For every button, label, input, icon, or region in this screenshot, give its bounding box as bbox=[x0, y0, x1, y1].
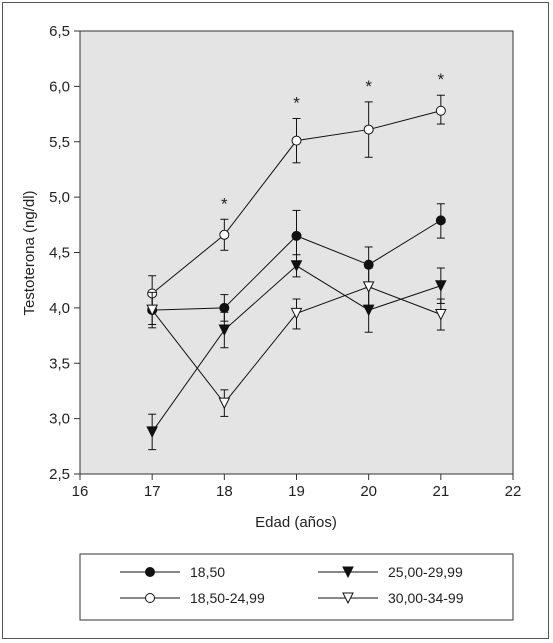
y-tick-label: 5,5 bbox=[49, 134, 70, 151]
x-tick-label: 18 bbox=[216, 483, 233, 500]
data-point bbox=[435, 309, 447, 321]
significance-star: * bbox=[293, 93, 300, 112]
y-tick-label: 4,5 bbox=[49, 245, 70, 262]
data-point bbox=[291, 135, 302, 146]
legend bbox=[79, 553, 514, 621]
legend-label: 18,50 bbox=[190, 564, 225, 580]
legend-item-2: 25,00-29,99 bbox=[318, 564, 463, 580]
x-axis-label: Edad (años) bbox=[255, 514, 337, 531]
data-point bbox=[291, 230, 302, 241]
x-tick-label: 19 bbox=[288, 483, 305, 500]
data-point bbox=[218, 324, 231, 337]
y-tick-label: 6,0 bbox=[49, 78, 70, 95]
data-point bbox=[362, 281, 375, 293]
series-4 bbox=[146, 267, 447, 417]
series-layer bbox=[146, 94, 447, 451]
legend-marker bbox=[342, 592, 354, 605]
legend-item-1: 18,50 bbox=[120, 564, 225, 580]
data-point bbox=[218, 397, 231, 410]
legend-entries: 18,50 25,00-29,99 18,50-24,99 30,00-34-99 bbox=[120, 564, 464, 606]
significance-star: * bbox=[365, 77, 372, 96]
legend-marker bbox=[145, 567, 155, 577]
x-tick-label: 16 bbox=[72, 483, 89, 500]
data-point bbox=[290, 260, 303, 272]
data-point bbox=[435, 215, 446, 226]
y-axis-label: Testoterona (ng/dl) bbox=[21, 190, 38, 315]
y-tick-label: 3,5 bbox=[49, 355, 70, 372]
legend-item-4: 30,00-34-99 bbox=[318, 590, 464, 606]
significance-star: * bbox=[221, 194, 228, 213]
data-point bbox=[435, 280, 447, 292]
x-tick-label: 20 bbox=[360, 483, 377, 500]
significance-star: * bbox=[438, 70, 445, 89]
data-point bbox=[146, 304, 158, 317]
data-point bbox=[290, 307, 303, 320]
x-tick-label: 17 bbox=[144, 483, 161, 500]
y-tick-label: 4,0 bbox=[49, 300, 70, 317]
data-point bbox=[146, 426, 158, 439]
legend-marker bbox=[342, 566, 354, 579]
legend-label: 18,50-24,99 bbox=[190, 590, 265, 606]
x-tick-label: 22 bbox=[505, 483, 522, 500]
legend-label: 25,00-29,99 bbox=[388, 564, 463, 580]
y-tick-label: 5,0 bbox=[49, 189, 70, 206]
data-point bbox=[219, 302, 230, 313]
y-tick-label: 2,5 bbox=[49, 466, 70, 483]
y-tick-label: 6,5 bbox=[49, 23, 70, 40]
figure-frame bbox=[2, 2, 549, 639]
data-point bbox=[435, 105, 446, 116]
data-point bbox=[363, 124, 374, 135]
x-tick-label: 21 bbox=[432, 483, 449, 500]
axes: 16 17 18 19 20 21 22 2,5 3,0 3,5 4,0 4,5 5,0 5,5 6,0 6,… bbox=[49, 23, 521, 500]
series-3 bbox=[147, 94, 446, 311]
significance-markers: * * * * bbox=[221, 70, 445, 213]
y-tick-label: 3,0 bbox=[49, 411, 70, 428]
legend-item-3: 18,50-24,99 bbox=[120, 590, 265, 606]
data-point bbox=[219, 229, 230, 240]
legend-marker bbox=[145, 593, 155, 603]
legend-label: 30,00-34-99 bbox=[388, 590, 464, 606]
